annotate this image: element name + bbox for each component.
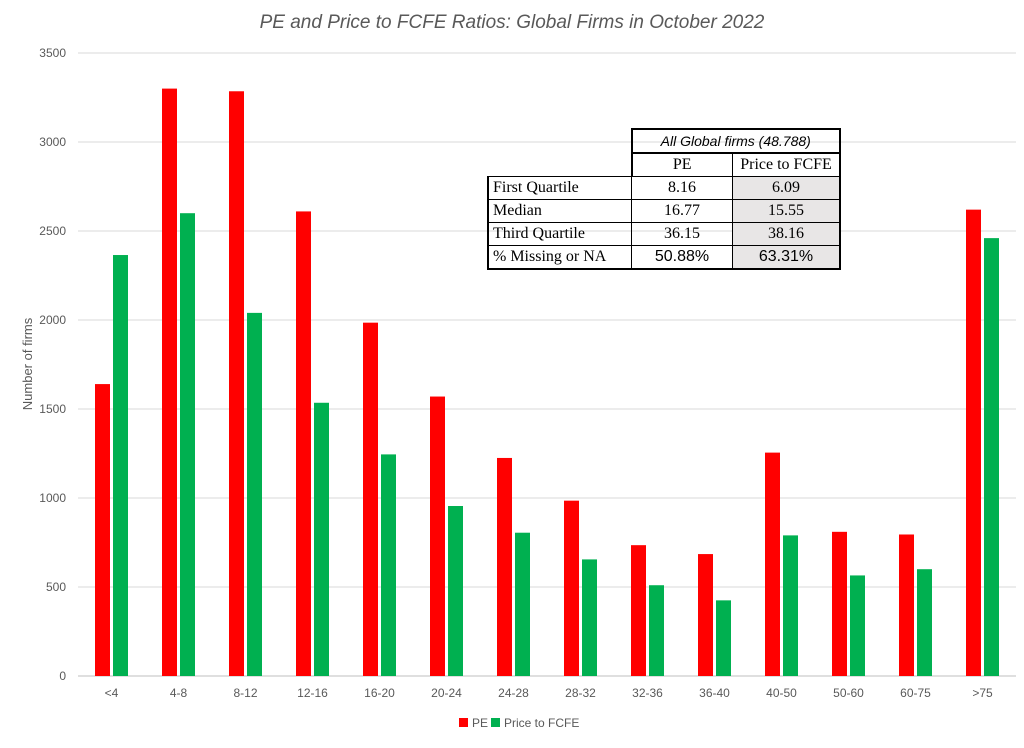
bar-price-to-fcfe	[314, 402, 329, 676]
legend-label-pe: PE	[472, 716, 488, 730]
table-caption: All Global firms (48.788)	[630, 128, 841, 154]
bar-pe	[765, 452, 780, 676]
bar-price-to-fcfe	[850, 575, 865, 676]
bar-pe	[698, 554, 713, 676]
bar-price-to-fcfe	[649, 585, 664, 676]
row-label: Third Quartile	[487, 222, 632, 246]
bar-pe	[162, 88, 177, 677]
bar-pe	[296, 211, 311, 677]
cell-pe: 50.88%	[631, 245, 733, 270]
x-tick-label: 20-24	[431, 686, 462, 700]
table-header-fcfe: Price to FCFE	[732, 152, 841, 177]
x-tick-label: <4	[105, 686, 119, 700]
bar-price-to-fcfe	[582, 559, 597, 676]
legend-label-fcfe: Price to FCFE	[504, 716, 579, 730]
bar-pe	[497, 457, 512, 676]
cell-pe: 36.15	[631, 222, 733, 246]
bar-pe	[229, 91, 244, 676]
bar-pe	[832, 531, 847, 676]
bar-price-to-fcfe	[984, 238, 999, 676]
bar-price-to-fcfe	[180, 213, 195, 676]
x-tick-label: >75	[972, 686, 993, 700]
table-row: Median 16.77 15.55	[487, 199, 841, 223]
y-tick-label: 2500	[39, 224, 66, 238]
chart-title: PE and Price to FCFE Ratios: Global Firm…	[260, 12, 765, 33]
table-row: First Quartile 8.16 6.09	[487, 176, 841, 200]
x-axis-tick-labels: <4 4-8 8-12 12-16 16-20 20-24 24-28 28-32 32-36 3…	[105, 686, 993, 700]
table-row: % Missing or NA 50.88% 63.31%	[487, 245, 841, 270]
cell-fcfe: 63.31%	[732, 245, 841, 270]
bar-pe	[363, 322, 378, 676]
cell-fcfe: 6.09	[732, 176, 841, 200]
cell-fcfe: 38.16	[732, 222, 841, 246]
x-tick-label: 4-8	[170, 686, 188, 700]
bar-price-to-fcfe	[783, 535, 798, 676]
y-axis-tick-labels: 0 500 1000 1500 2000 2500 3000 3500	[39, 46, 66, 683]
cell-fcfe: 15.55	[732, 199, 841, 223]
x-tick-label: 60-75	[900, 686, 931, 700]
bar-price-to-fcfe	[247, 312, 262, 676]
bar-pe	[631, 545, 646, 676]
bars	[95, 88, 999, 677]
table-header-row: PE Price to FCFE	[488, 152, 841, 177]
y-tick-label: 1000	[39, 491, 66, 505]
bar-price-to-fcfe	[917, 569, 932, 676]
y-tick-label: 1500	[39, 402, 66, 416]
y-tick-label: 3500	[39, 46, 66, 60]
x-tick-label: 24-28	[498, 686, 529, 700]
bar-price-to-fcfe	[113, 255, 128, 676]
legend-swatch-fcfe	[491, 718, 500, 727]
x-tick-label: 32-36	[632, 686, 663, 700]
legend-swatch-pe	[459, 718, 468, 727]
bar-price-to-fcfe	[448, 506, 463, 676]
cell-pe: 16.77	[631, 199, 733, 223]
table-caption-row: All Global firms (48.788)	[488, 128, 841, 154]
summary-table: All Global firms (48.788) PE Price to FC…	[487, 128, 841, 270]
y-tick-label: 500	[46, 580, 66, 594]
legend: PE Price to FCFE	[459, 716, 579, 730]
bar-pe	[95, 384, 110, 676]
x-tick-label: 40-50	[766, 686, 797, 700]
x-tick-label: 16-20	[364, 686, 395, 700]
bar-pe	[564, 500, 579, 676]
y-tick-label: 3000	[39, 135, 66, 149]
x-tick-label: 28-32	[565, 686, 596, 700]
row-label: Median	[487, 199, 632, 223]
cell-pe: 8.16	[631, 176, 733, 200]
row-label: First Quartile	[487, 176, 632, 200]
x-tick-label: 8-12	[233, 686, 257, 700]
bar-pe	[899, 534, 914, 676]
bar-price-to-fcfe	[381, 454, 396, 676]
x-tick-label: 50-60	[833, 686, 864, 700]
bar-pe	[966, 209, 981, 676]
y-tick-label: 2000	[39, 313, 66, 327]
table-row: Third Quartile 36.15 38.16	[487, 222, 841, 246]
row-label: % Missing or NA	[487, 245, 632, 270]
table-header-pe: PE	[630, 152, 733, 177]
y-tick-label: 0	[59, 669, 66, 683]
x-tick-label: 36-40	[699, 686, 730, 700]
bar-price-to-fcfe	[515, 532, 530, 676]
bar-pe	[430, 396, 445, 676]
bar-price-to-fcfe	[716, 600, 731, 676]
y-axis-label: Number of firms	[20, 317, 35, 410]
x-tick-label: 12-16	[297, 686, 328, 700]
